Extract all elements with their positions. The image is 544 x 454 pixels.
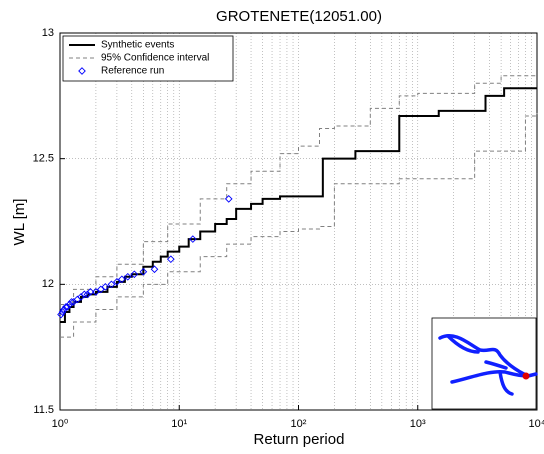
marker bbox=[57, 310, 65, 319]
x-tick-label: 10⁰ bbox=[52, 418, 69, 430]
x-tick-label: 10¹ bbox=[171, 418, 187, 430]
y-tick-label: 11.5 bbox=[33, 404, 54, 416]
plot-frame bbox=[59, 32, 538, 411]
marker bbox=[83, 290, 92, 299]
map-location bbox=[522, 372, 530, 380]
marker bbox=[92, 288, 100, 296]
map-river bbox=[438, 334, 530, 378]
map-river bbox=[484, 360, 508, 370]
chart-title: GROTENETE(12051.00) bbox=[216, 8, 382, 25]
marker bbox=[123, 272, 132, 281]
marker bbox=[117, 275, 126, 284]
legend-label: Reference run bbox=[101, 66, 164, 77]
marker bbox=[67, 298, 76, 306]
marker bbox=[58, 308, 67, 316]
legend-label: 95% Confidence interval bbox=[101, 53, 209, 64]
x-tick-label: 10² bbox=[291, 418, 307, 430]
legend-marker bbox=[78, 67, 86, 75]
inset-map bbox=[431, 317, 538, 410]
marker bbox=[224, 195, 233, 203]
inset-frame bbox=[431, 317, 537, 410]
marker bbox=[107, 280, 116, 289]
marker bbox=[130, 270, 139, 279]
y-tick-label: 12 bbox=[42, 278, 54, 290]
marker bbox=[189, 235, 197, 243]
series-line bbox=[60, 113, 538, 338]
x-tick-label: 10⁴ bbox=[529, 418, 544, 430]
marker bbox=[80, 290, 89, 299]
map-river bbox=[446, 334, 480, 354]
marker bbox=[139, 267, 148, 276]
x-tick-label: 10³ bbox=[410, 418, 426, 430]
legend-label: Synthetic events bbox=[101, 40, 174, 51]
x-axis-label: Return period bbox=[254, 431, 345, 448]
y-axis-label: WL [m] bbox=[11, 199, 28, 246]
marker bbox=[86, 288, 95, 296]
marker bbox=[101, 283, 110, 291]
map-river bbox=[450, 369, 530, 384]
legend-box bbox=[62, 35, 234, 82]
map-river bbox=[498, 370, 514, 396]
y-tick-label: 12.5 bbox=[33, 153, 54, 165]
marker bbox=[63, 303, 72, 311]
marker bbox=[166, 255, 175, 264]
y-tick-label: 13 bbox=[42, 27, 54, 39]
marker bbox=[113, 277, 121, 286]
marker bbox=[150, 265, 159, 274]
